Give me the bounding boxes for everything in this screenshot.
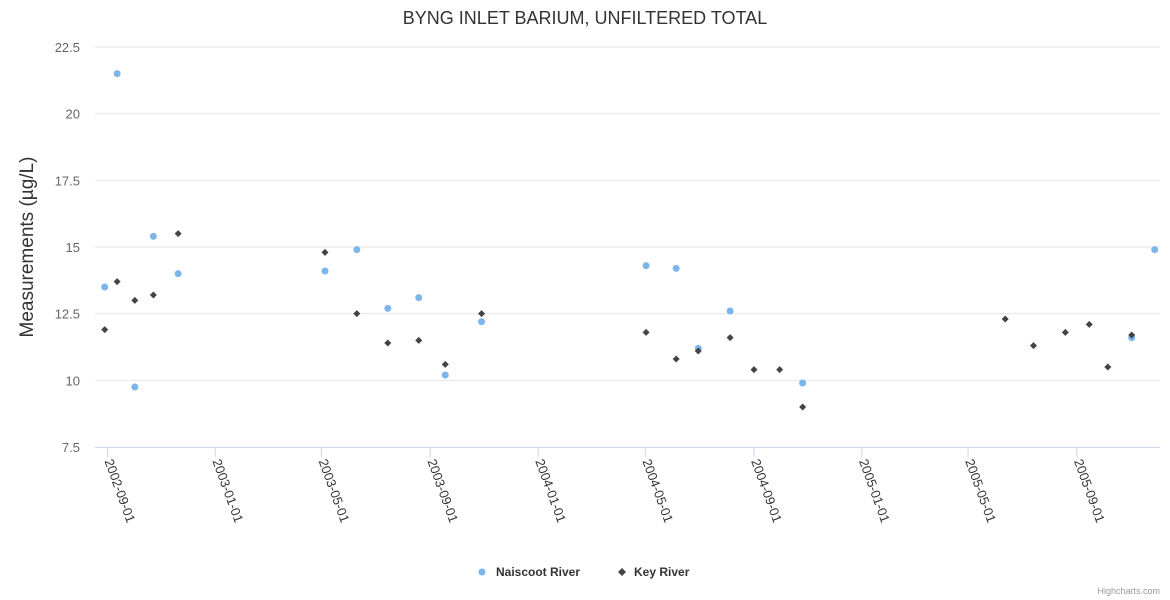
y-axis-ticks: 7.5 10 12.5 15 17.5 20 22.5 [55, 40, 80, 455]
data-point[interactable] [799, 379, 807, 387]
data-point[interactable] [1128, 331, 1136, 339]
data-point[interactable] [478, 318, 486, 326]
data-point[interactable] [1001, 315, 1009, 323]
data-point[interactable] [174, 270, 182, 278]
data-point[interactable] [1151, 246, 1159, 254]
series-key-river [101, 230, 1136, 411]
data-point[interactable] [101, 326, 109, 334]
data-point[interactable] [131, 383, 139, 391]
y-tick-label: 10 [66, 373, 80, 388]
legend-label: Key River [634, 565, 690, 579]
legend-item-naiscoot-river[interactable]: Naiscoot River [478, 565, 581, 579]
data-point[interactable] [694, 347, 702, 355]
data-point[interactable] [672, 264, 680, 272]
data-point[interactable] [642, 328, 650, 336]
grid-lines [95, 46, 1160, 381]
data-point[interactable] [672, 355, 680, 363]
data-point[interactable] [1085, 320, 1093, 328]
series-naiscoot-river [101, 70, 1159, 391]
data-point[interactable] [750, 366, 758, 374]
data-point[interactable] [415, 294, 423, 302]
x-axis: 2002-09-01 2003-01-01 2003-05-01 2003-09-01… [95, 447, 1160, 525]
data-point[interactable] [149, 291, 157, 299]
data-point[interactable] [1104, 363, 1112, 371]
y-tick-label: 20 [66, 107, 80, 122]
data-point[interactable] [776, 366, 784, 374]
data-point[interactable] [321, 267, 329, 275]
x-tick-label: 2002-09-01 [102, 457, 139, 525]
x-tick-label: 2004-09-01 [748, 457, 785, 525]
y-axis-title: Measurements (µg/L) [17, 157, 38, 338]
data-point[interactable] [353, 310, 361, 318]
legend-marker-diamond-icon [618, 568, 626, 576]
data-point[interactable] [353, 246, 361, 254]
x-tick-label: 2004-05-01 [639, 457, 676, 525]
data-points [101, 70, 1159, 411]
data-point[interactable] [321, 248, 329, 256]
data-point[interactable] [726, 334, 734, 342]
data-point[interactable] [478, 310, 486, 318]
x-tick-label: 2005-01-01 [856, 457, 893, 525]
data-point[interactable] [101, 283, 109, 291]
data-point[interactable] [149, 232, 157, 240]
chart-title: BYNG INLET BARIUM, UNFILTERED TOTAL [403, 8, 767, 28]
x-tick-label: 2003-09-01 [424, 457, 461, 525]
data-point[interactable] [799, 403, 807, 411]
y-tick-label: 22.5 [55, 40, 80, 55]
x-tick-label: 2005-09-01 [1071, 457, 1108, 525]
x-tick-label: 2003-05-01 [316, 457, 353, 525]
legend: Naiscoot River Key River [478, 565, 690, 579]
credits-link[interactable]: Highcharts.com [1097, 586, 1160, 596]
data-point[interactable] [131, 296, 139, 304]
legend-marker-circle-icon [478, 568, 486, 576]
x-tick-label: 2003-01-01 [209, 457, 246, 525]
data-point[interactable] [415, 336, 423, 344]
legend-label: Naiscoot River [496, 565, 580, 579]
y-tick-label: 15 [66, 240, 80, 255]
legend-item-key-river[interactable]: Key River [618, 565, 690, 579]
x-tick-label: 2005-05-01 [962, 457, 999, 525]
data-point[interactable] [174, 230, 182, 238]
data-point[interactable] [441, 371, 449, 379]
data-point[interactable] [1030, 342, 1038, 350]
data-point[interactable] [384, 339, 392, 347]
data-point[interactable] [642, 262, 650, 270]
data-point[interactable] [726, 307, 734, 315]
y-tick-label: 7.5 [62, 440, 80, 455]
data-point[interactable] [113, 278, 121, 286]
x-tick-label: 2004-01-01 [532, 457, 569, 525]
data-point[interactable] [1061, 328, 1069, 336]
y-tick-label: 12.5 [55, 307, 80, 322]
data-point[interactable] [384, 304, 392, 312]
data-point[interactable] [441, 360, 449, 368]
y-tick-label: 17.5 [55, 173, 80, 188]
data-point[interactable] [113, 70, 121, 78]
